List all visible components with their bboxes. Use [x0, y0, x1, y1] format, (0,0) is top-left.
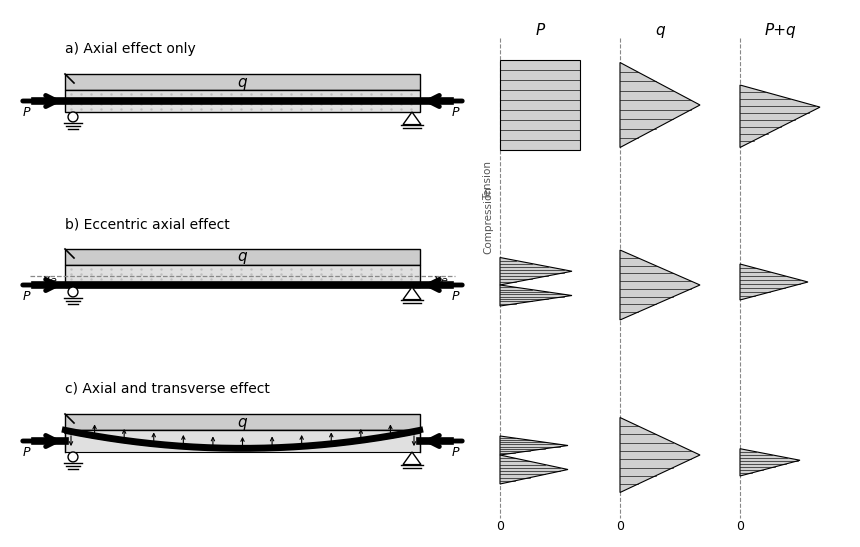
Polygon shape: [500, 285, 572, 306]
Text: P: P: [452, 446, 459, 459]
Polygon shape: [403, 112, 421, 125]
Polygon shape: [500, 436, 568, 455]
Polygon shape: [403, 452, 421, 464]
Text: q: q: [237, 249, 248, 265]
Text: 0: 0: [736, 520, 744, 533]
Text: P: P: [23, 290, 30, 303]
Circle shape: [68, 287, 78, 297]
Text: P: P: [452, 290, 459, 303]
Text: q: q: [237, 74, 248, 90]
Polygon shape: [740, 85, 820, 148]
Polygon shape: [65, 265, 420, 287]
Polygon shape: [65, 430, 420, 452]
Polygon shape: [620, 417, 700, 492]
Circle shape: [68, 112, 78, 122]
Text: e: e: [49, 276, 56, 286]
Polygon shape: [500, 60, 580, 150]
Text: P: P: [23, 446, 30, 459]
Polygon shape: [500, 258, 572, 285]
Text: q: q: [237, 415, 248, 429]
Text: P: P: [23, 106, 30, 119]
Text: b) Eccentric axial effect: b) Eccentric axial effect: [65, 217, 230, 231]
Text: c) Axial and transverse effect: c) Axial and transverse effect: [65, 382, 270, 396]
Text: q: q: [655, 23, 665, 38]
Text: Tension: Tension: [483, 160, 493, 200]
Text: Compression: Compression: [483, 186, 493, 254]
Polygon shape: [65, 74, 420, 90]
Polygon shape: [740, 264, 808, 300]
Polygon shape: [620, 250, 700, 320]
Text: P: P: [536, 23, 544, 38]
Polygon shape: [403, 287, 421, 300]
Text: P+q: P+q: [765, 23, 796, 38]
Text: e: e: [440, 276, 447, 286]
Text: 0: 0: [616, 520, 624, 533]
Text: P: P: [452, 106, 459, 119]
Text: 0: 0: [496, 520, 504, 533]
Text: a) Axial effect only: a) Axial effect only: [65, 42, 196, 56]
Polygon shape: [65, 90, 420, 112]
Polygon shape: [620, 62, 700, 148]
Circle shape: [68, 452, 78, 462]
Polygon shape: [65, 249, 420, 265]
Polygon shape: [740, 449, 800, 476]
Polygon shape: [65, 414, 420, 430]
Polygon shape: [500, 455, 568, 484]
